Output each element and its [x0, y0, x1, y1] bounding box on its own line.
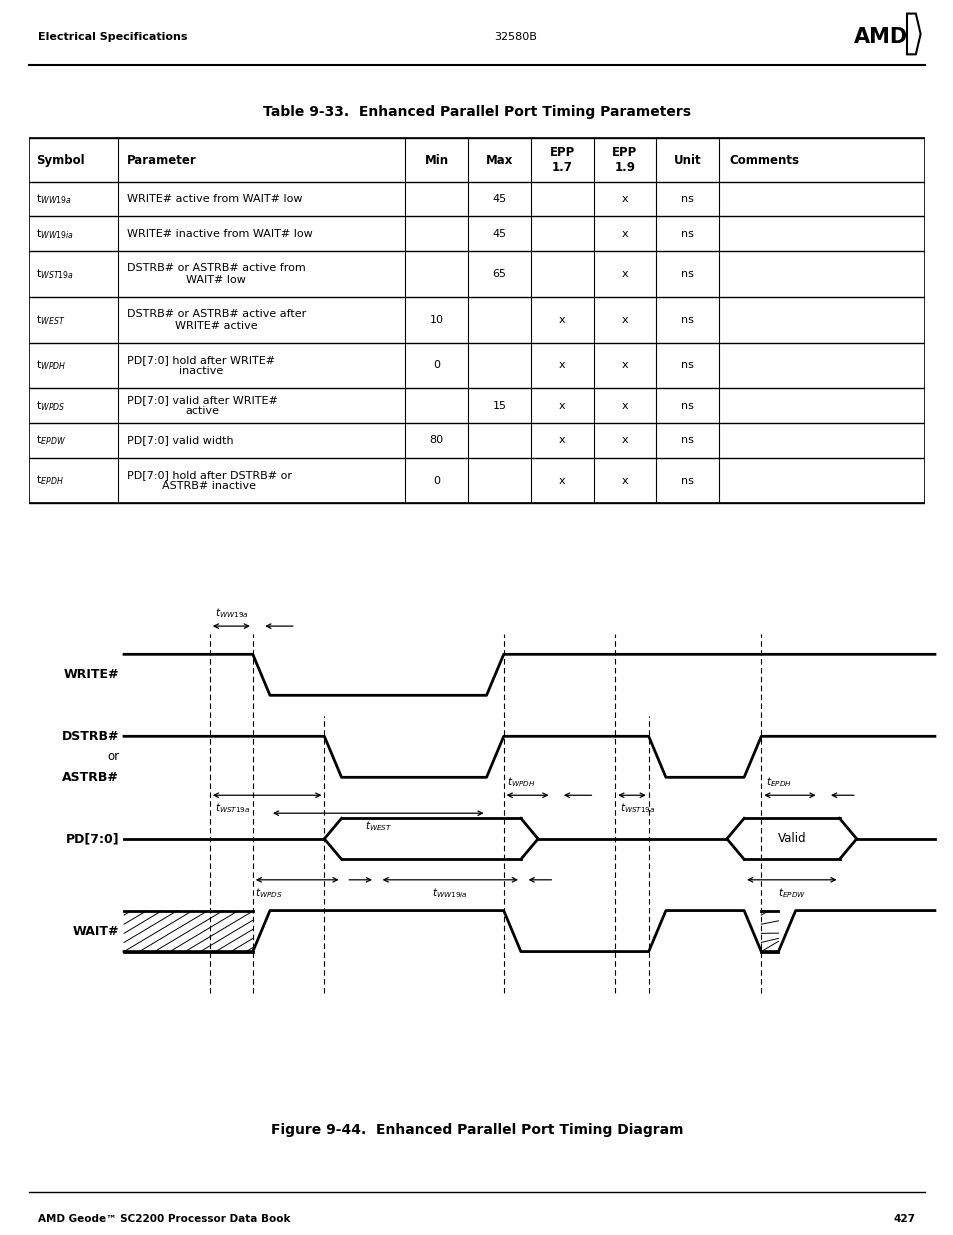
Text: ns: ns [680, 315, 694, 325]
Text: 65: 65 [492, 269, 506, 279]
Text: $t_{WW19ia}$: $t_{WW19ia}$ [432, 885, 468, 900]
Text: x: x [621, 269, 628, 279]
Text: ns: ns [680, 436, 694, 446]
Text: DSTRB# or ASTRB# active from
WAIT# low: DSTRB# or ASTRB# active from WAIT# low [127, 263, 305, 285]
Text: Valid: Valid [777, 832, 805, 845]
Text: Min: Min [424, 153, 448, 167]
Text: 0: 0 [433, 361, 439, 370]
Text: Comments: Comments [729, 153, 799, 167]
Text: x: x [621, 315, 628, 325]
Text: x: x [558, 400, 565, 411]
Text: $t_{WPDS}$: $t_{WPDS}$ [254, 885, 282, 900]
Text: t$_{WW19ia}$: t$_{WW19ia}$ [36, 227, 74, 241]
Text: x: x [558, 361, 565, 370]
Text: PD[7:0] hold after DSTRB# or
ASTRB# inactive: PD[7:0] hold after DSTRB# or ASTRB# inac… [127, 469, 292, 492]
Text: WRITE#: WRITE# [64, 668, 119, 682]
Text: Table 9-33.  Enhanced Parallel Port Timing Parameters: Table 9-33. Enhanced Parallel Port Timin… [263, 105, 690, 119]
Text: t$_{WEST}$: t$_{WEST}$ [36, 312, 65, 326]
Text: ns: ns [680, 361, 694, 370]
Text: x: x [558, 315, 565, 325]
Text: ns: ns [680, 475, 694, 485]
Text: DSTRB# or ASTRB# active after
WRITE# active: DSTRB# or ASTRB# active after WRITE# act… [127, 309, 306, 331]
Text: t$_{WW19a}$: t$_{WW19a}$ [36, 193, 71, 206]
Text: x: x [621, 436, 628, 446]
Text: PD[7:0] valid width: PD[7:0] valid width [127, 436, 233, 446]
Text: ns: ns [680, 194, 694, 204]
Text: $t_{WST19a}$: $t_{WST19a}$ [619, 802, 655, 815]
Text: Symbol: Symbol [36, 153, 84, 167]
Text: EPP
1.9: EPP 1.9 [612, 146, 637, 174]
Text: t$_{WPDS}$: t$_{WPDS}$ [36, 399, 65, 412]
Text: ns: ns [680, 269, 694, 279]
Text: $t_{EPDW}$: $t_{EPDW}$ [777, 885, 805, 900]
Text: Figure 9-44.  Enhanced Parallel Port Timing Diagram: Figure 9-44. Enhanced Parallel Port Timi… [271, 1123, 682, 1137]
Text: $t_{WPDH}$: $t_{WPDH}$ [506, 776, 535, 789]
Text: 10: 10 [429, 315, 443, 325]
Text: AMD: AMD [853, 27, 907, 47]
Text: x: x [621, 475, 628, 485]
Text: $t_{EPDH}$: $t_{EPDH}$ [765, 776, 791, 789]
Text: PD[7:0]: PD[7:0] [66, 832, 119, 845]
Text: x: x [621, 228, 628, 238]
Text: EPP
1.7: EPP 1.7 [549, 146, 575, 174]
Text: t$_{EPDH}$: t$_{EPDH}$ [36, 474, 64, 488]
Text: 45: 45 [492, 194, 506, 204]
Text: ASTRB#: ASTRB# [62, 771, 119, 784]
Text: PD[7:0] valid after WRITE#
active: PD[7:0] valid after WRITE# active [127, 395, 277, 416]
Text: Max: Max [485, 153, 513, 167]
Text: WRITE# inactive from WAIT# low: WRITE# inactive from WAIT# low [127, 228, 313, 238]
Text: WAIT#: WAIT# [72, 925, 119, 937]
Text: ns: ns [680, 400, 694, 411]
Text: t$_{EPDW}$: t$_{EPDW}$ [36, 433, 66, 447]
Text: Electrical Specifications: Electrical Specifications [38, 32, 188, 42]
Text: x: x [558, 436, 565, 446]
Text: 0: 0 [433, 475, 439, 485]
Text: 32580B: 32580B [494, 32, 536, 42]
Text: 15: 15 [492, 400, 506, 411]
Text: t$_{WST19a}$: t$_{WST19a}$ [36, 267, 73, 280]
Text: 80: 80 [429, 436, 443, 446]
Text: 45: 45 [492, 228, 506, 238]
Text: $t_{WEST}$: $t_{WEST}$ [364, 819, 392, 834]
Text: $t_{WW19a}$: $t_{WW19a}$ [214, 606, 248, 620]
Text: Parameter: Parameter [127, 153, 196, 167]
Text: PD[7:0] hold after WRITE#
inactive: PD[7:0] hold after WRITE# inactive [127, 354, 274, 377]
Text: ns: ns [680, 228, 694, 238]
Text: $t_{WST19a}$: $t_{WST19a}$ [214, 802, 250, 815]
Text: Unit: Unit [673, 153, 700, 167]
Text: or: or [107, 751, 119, 763]
Text: WRITE# active from WAIT# low: WRITE# active from WAIT# low [127, 194, 302, 204]
Text: t$_{WPDH}$: t$_{WPDH}$ [36, 358, 66, 373]
Text: x: x [558, 475, 565, 485]
Text: 427: 427 [893, 1214, 915, 1224]
Text: x: x [621, 400, 628, 411]
Bar [29, 138, 924, 504]
Text: x: x [621, 361, 628, 370]
Text: AMD Geode™ SC2200 Processor Data Book: AMD Geode™ SC2200 Processor Data Book [38, 1214, 291, 1224]
Text: x: x [621, 194, 628, 204]
Text: DSTRB#: DSTRB# [62, 730, 119, 742]
